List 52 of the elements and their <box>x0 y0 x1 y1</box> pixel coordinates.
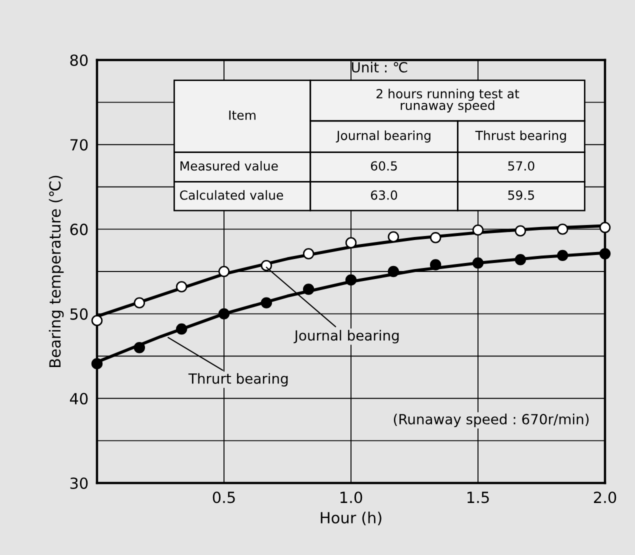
y-axis-title: Bearing temperature (℃) <box>48 176 64 367</box>
point <box>556 224 568 235</box>
annotation: Calculated value <box>180 190 284 200</box>
point <box>472 257 484 269</box>
point <box>430 232 442 244</box>
point <box>388 266 400 278</box>
point <box>260 260 272 272</box>
point <box>218 266 230 278</box>
annotation: 57.0 <box>508 161 534 171</box>
point <box>345 237 357 248</box>
point <box>91 358 103 370</box>
point <box>134 297 146 308</box>
annotation: Thrurt bearing <box>188 373 288 387</box>
point <box>599 222 611 234</box>
point <box>514 225 526 236</box>
annotation: Unit : ℃ <box>352 62 408 73</box>
x-tick-label: 1.0 <box>340 492 362 504</box>
annotation: 2 hours running test at runaway speed <box>376 88 520 112</box>
point <box>430 259 442 270</box>
annotation: 60.5 <box>370 161 397 171</box>
point <box>176 281 188 292</box>
y-tick-label: 70 <box>70 139 88 151</box>
point <box>134 342 146 354</box>
annotation: Thrust bearing <box>475 130 566 143</box>
point <box>176 323 188 335</box>
point <box>472 224 484 236</box>
y-tick-label: 80 <box>70 54 88 66</box>
point <box>260 297 272 308</box>
annotation: Measured value <box>180 160 278 171</box>
point <box>345 274 357 286</box>
y-tick-label: 30 <box>70 477 88 490</box>
x-tick-label: 0.5 <box>212 492 235 504</box>
point <box>556 250 568 262</box>
annotation: Journal bearing <box>294 330 399 344</box>
point <box>218 308 230 320</box>
x-axis-title: Hour (h) <box>320 512 382 526</box>
point <box>91 314 103 326</box>
point <box>514 254 526 266</box>
y-tick-label: 40 <box>70 392 88 404</box>
x-tick-label: 2.0 <box>594 492 616 504</box>
point <box>302 284 314 295</box>
annotation: 63.0 <box>370 190 398 200</box>
annotation: (Runaway speed : 670r/min) <box>394 414 589 428</box>
y-tick-label: 50 <box>70 308 88 320</box>
annotation: Journal bearing <box>336 130 430 143</box>
annotation: 59.5 <box>508 190 534 200</box>
point <box>302 248 314 260</box>
x-tick-label: 1.5 <box>468 492 489 504</box>
y-tick-label: 60 <box>70 224 88 236</box>
point <box>599 248 611 260</box>
annotation: Item <box>229 110 256 120</box>
point <box>388 231 400 242</box>
